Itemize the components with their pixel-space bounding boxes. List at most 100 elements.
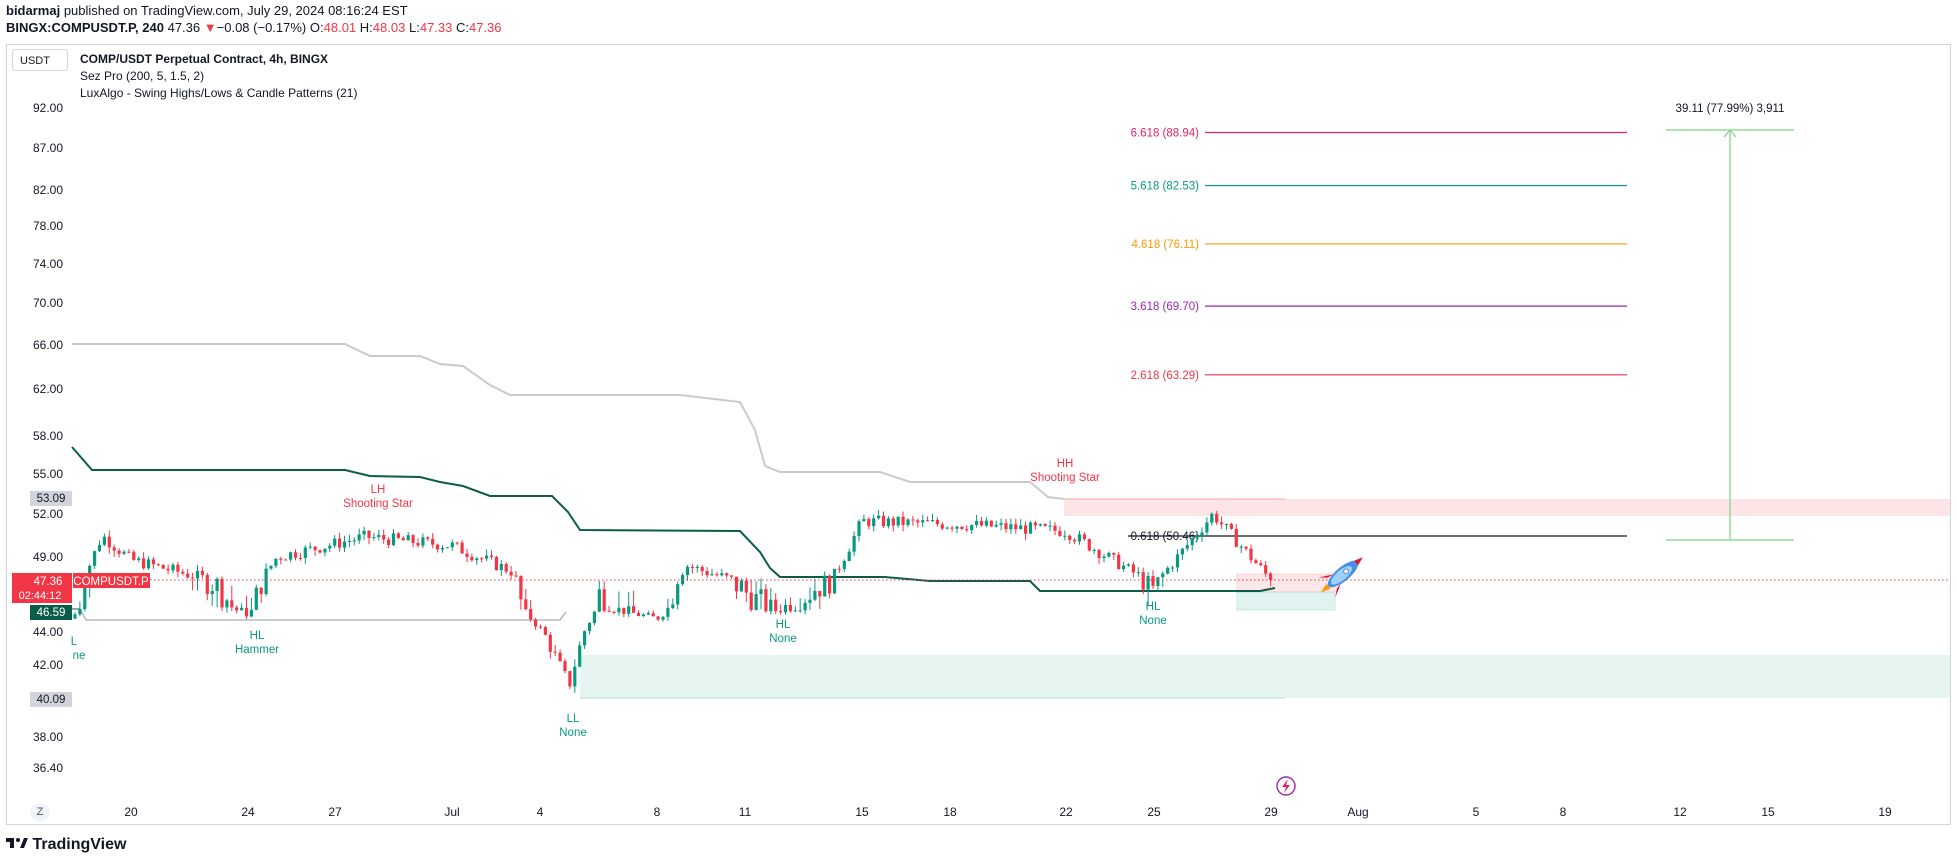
candle-body <box>338 538 342 548</box>
candle-body <box>666 607 670 617</box>
candle-body <box>367 530 371 539</box>
candle-body <box>1117 554 1121 570</box>
event-lightning-icon[interactable] <box>1276 776 1296 796</box>
candle-body <box>161 564 165 569</box>
time-tick-label: 27 <box>328 805 342 819</box>
candle-body <box>230 600 234 608</box>
candle-body <box>793 610 797 612</box>
price-tick-label: 78.00 <box>33 219 63 233</box>
candle-body <box>955 526 959 529</box>
candle-body <box>529 609 533 620</box>
candle-body <box>828 575 832 594</box>
candle-body <box>568 671 572 687</box>
candle-body <box>573 666 577 687</box>
candle-body <box>426 537 430 539</box>
chart-pane[interactable] <box>6 44 1951 825</box>
candle-body <box>646 613 650 615</box>
candle-body <box>391 533 396 546</box>
candle-body <box>749 592 753 610</box>
candle-body <box>127 551 131 553</box>
candle-body <box>382 534 386 540</box>
time-tick-label: 4 <box>537 805 544 819</box>
candle-body <box>690 566 694 568</box>
author-name[interactable]: bidarmaj <box>6 3 61 18</box>
candle-body <box>416 543 420 546</box>
annotation-lh-pattern: Shooting Star <box>343 498 413 510</box>
candle-body <box>499 564 503 571</box>
candle-body <box>1043 524 1047 526</box>
candle-body <box>587 623 592 632</box>
candle-body <box>313 546 317 551</box>
candle-body <box>1185 545 1189 549</box>
low-value: 47.33 <box>419 20 453 35</box>
candle-body <box>274 558 278 566</box>
candle-body <box>930 520 935 522</box>
time-axis[interactable]: 20 24 27 Jul 4 8 11 15 18 22 25 29 Aug 5 8 12 15 19 <box>124 805 1892 819</box>
candle-body <box>1136 572 1140 574</box>
candle-body <box>769 599 773 612</box>
currency-button[interactable]: USDT <box>12 49 68 71</box>
price-tick-label: 58.00 <box>33 429 63 443</box>
candle-body <box>122 551 126 554</box>
candle-body <box>1058 530 1062 536</box>
fib-extension-levels[interactable]: 6.618 (88.94) 5.618 (82.53) 4.618 (76.11) 3… <box>1128 127 1627 543</box>
candle-body <box>1077 534 1082 542</box>
candle-body <box>1166 567 1170 574</box>
candle-body <box>509 571 513 576</box>
candle-body <box>685 566 690 576</box>
candle-body <box>583 631 587 646</box>
candle-body <box>83 583 87 610</box>
tradingview-logo-icon <box>6 838 28 848</box>
candle-body <box>622 607 626 614</box>
candle-body <box>1190 538 1194 546</box>
annotation-hl-1: HL <box>250 630 265 642</box>
candle-body <box>117 550 121 554</box>
candle-body <box>1024 525 1028 534</box>
brand-name: TradingView <box>32 836 127 853</box>
candle-body <box>881 515 886 527</box>
candle-body <box>450 542 454 548</box>
candle-body <box>1171 567 1175 569</box>
candle-body <box>823 575 827 597</box>
candle-body <box>705 571 709 576</box>
legend-main-series[interactable]: COMP/USDT Perpetual Contract, 4h, BINGX <box>80 52 329 66</box>
candle-body <box>289 552 293 560</box>
price-axis[interactable]: 92.00 87.00 82.00 78.00 74.00 70.00 66.00 62.00… <box>33 101 63 775</box>
candle-body <box>921 520 925 523</box>
legend-indicator-1[interactable]: Sez Pro (200, 5, 1.5, 2) <box>80 69 205 83</box>
candle-body <box>1175 554 1180 568</box>
candle-body <box>1053 525 1057 531</box>
candle-body <box>249 609 253 617</box>
price-tick-label: 82.00 <box>33 183 63 197</box>
candle-body <box>945 527 949 529</box>
candle-body <box>602 589 606 611</box>
candle-body <box>656 616 660 620</box>
price-tick-label: 74.00 <box>33 257 63 271</box>
short-position-box <box>1236 573 1336 593</box>
candle-body <box>1210 513 1214 523</box>
candle-body <box>617 607 621 613</box>
candle-body <box>911 519 915 521</box>
candle-body <box>1229 523 1233 529</box>
long-position-box <box>1236 591 1336 611</box>
candle-body <box>142 558 146 569</box>
time-tick-label: 8 <box>1560 805 1567 819</box>
candlestick-series[interactable] <box>73 510 1273 693</box>
candle-body <box>455 542 459 544</box>
ma-trend-line <box>71 446 1276 592</box>
measure-tool[interactable]: 39.11 (77.99%) 3,911 <box>1666 103 1794 541</box>
candle-body <box>440 547 445 550</box>
candle-body <box>896 516 900 526</box>
zoom-button[interactable]: Z <box>30 803 50 821</box>
candle-body <box>852 535 856 552</box>
candle-body <box>176 564 180 572</box>
tradingview-logo[interactable]: TradingView <box>6 836 126 854</box>
legend-indicator-2[interactable]: LuxAlgo - Swing Highs/Lows & Candle Patt… <box>80 86 358 100</box>
candle-body <box>1092 549 1096 551</box>
candle-body <box>244 607 249 617</box>
candle-body <box>607 610 611 612</box>
candle-body <box>1239 546 1243 548</box>
fib-level-label: 6.618 (88.94) <box>1131 127 1200 139</box>
candle-body <box>1107 552 1111 557</box>
